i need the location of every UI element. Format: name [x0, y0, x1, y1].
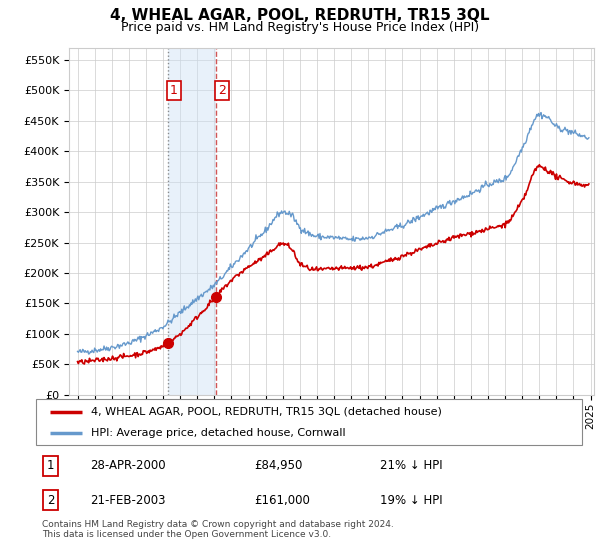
Text: £161,000: £161,000	[254, 494, 310, 507]
Text: Contains HM Land Registry data © Crown copyright and database right 2024.
This d: Contains HM Land Registry data © Crown c…	[42, 520, 394, 539]
Text: 2: 2	[47, 494, 55, 507]
Text: 28-APR-2000: 28-APR-2000	[91, 459, 166, 472]
Text: HPI: Average price, detached house, Cornwall: HPI: Average price, detached house, Corn…	[91, 428, 345, 438]
Text: 1: 1	[47, 459, 55, 472]
FancyBboxPatch shape	[36, 399, 582, 445]
Text: 4, WHEAL AGAR, POOL, REDRUTH, TR15 3QL: 4, WHEAL AGAR, POOL, REDRUTH, TR15 3QL	[110, 8, 490, 24]
Text: 21-FEB-2003: 21-FEB-2003	[91, 494, 166, 507]
Text: 21% ↓ HPI: 21% ↓ HPI	[380, 459, 443, 472]
Text: £84,950: £84,950	[254, 459, 303, 472]
Text: Price paid vs. HM Land Registry's House Price Index (HPI): Price paid vs. HM Land Registry's House …	[121, 21, 479, 34]
Text: 1: 1	[170, 84, 178, 97]
Text: 19% ↓ HPI: 19% ↓ HPI	[380, 494, 443, 507]
Bar	[168, 48, 217, 395]
Text: 4, WHEAL AGAR, POOL, REDRUTH, TR15 3QL (detached house): 4, WHEAL AGAR, POOL, REDRUTH, TR15 3QL (…	[91, 407, 442, 417]
Text: 2: 2	[218, 84, 226, 97]
